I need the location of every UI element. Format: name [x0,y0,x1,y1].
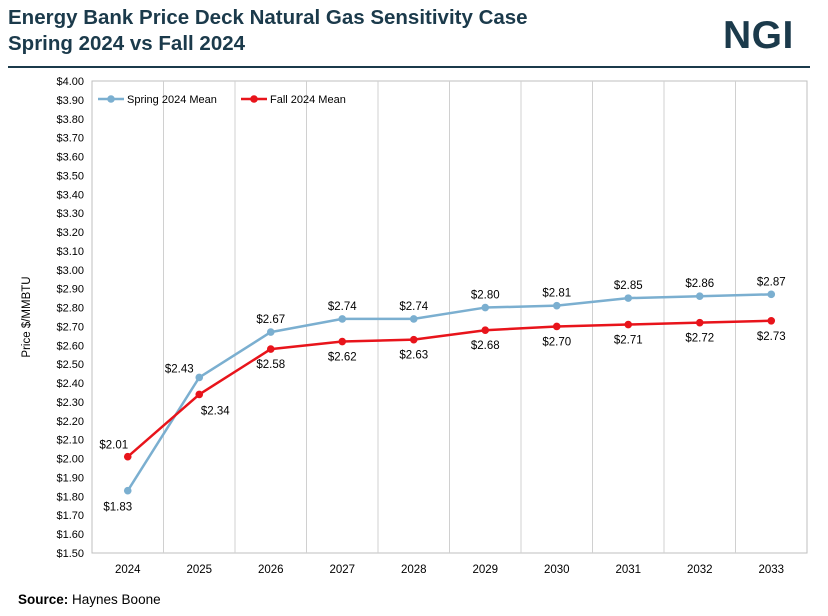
y-tick-label: $2.50 [56,359,84,371]
x-tick-label: 2029 [472,564,498,576]
data-point [123,452,132,461]
y-tick-label: $3.80 [56,114,84,126]
data-label: $2.68 [471,340,500,352]
data-point [767,316,776,325]
x-tick-label: 2031 [615,564,641,576]
data-point [695,292,704,301]
data-point [552,301,561,310]
chart-title: Energy Bank Price Deck Natural Gas Sensi… [8,5,528,57]
title-line-2: Spring 2024 vs Fall 2024 [8,32,246,55]
x-tick-label: 2033 [758,564,784,576]
series-line-spring-2024 [126,293,772,492]
data-point [338,337,347,346]
x-tick-label: 2024 [115,564,141,576]
title-line-1: Energy Bank Price Deck Natural Gas Sensi… [8,6,528,29]
data-point [624,294,633,302]
x-tick-label: 2025 [186,564,212,576]
data-point [481,303,490,312]
data-label: $2.70 [542,336,571,348]
y-tick-label: $1.80 [56,491,84,503]
y-axis-label: Price $/MMBTU [21,276,33,357]
x-tick-label: 2030 [544,564,570,576]
y-tick-label: $3.70 [56,133,84,145]
data-point [767,290,776,299]
data-label: $1.83 [103,502,132,514]
data-point [409,335,418,344]
y-tick-label: $3.90 [56,95,84,107]
y-tick-label: $1.60 [56,529,84,541]
y-tick-label: $3.10 [56,246,84,258]
y-tick-label: $1.70 [56,510,84,522]
legend-marker [107,95,115,103]
legend-label: Spring 2024 Mean [127,94,217,106]
data-label: $2.87 [757,276,786,288]
data-label: $2.67 [256,314,285,326]
legend-label: Fall 2024 Mean [270,94,346,106]
y-tick-label: $2.60 [56,340,84,352]
y-tick-label: $2.30 [56,397,84,409]
data-point [481,326,490,335]
y-tick-label: $2.20 [56,416,84,428]
y-tick-label: $3.40 [56,189,84,201]
data-point [624,320,633,329]
y-tick-label: $2.40 [56,378,84,390]
data-label: $2.62 [328,352,357,364]
x-tick-label: 2027 [329,564,355,576]
x-tick-label: 2032 [687,564,713,576]
data-label: $2.73 [757,331,786,343]
data-label: $2.81 [542,288,571,300]
y-tick-label: $3.30 [56,208,84,220]
data-label: $2.74 [399,301,428,313]
data-point [695,318,704,327]
data-point [266,345,275,353]
legend-marker [250,95,258,103]
data-label: $2.34 [201,405,230,417]
data-point [195,390,204,399]
data-point [195,373,204,382]
y-tick-label: $3.00 [56,265,84,277]
y-tick-label: $3.20 [56,227,84,239]
data-point [266,328,275,336]
y-tick-label: $2.90 [56,284,84,296]
y-tick-label: $2.80 [56,303,84,315]
data-point [123,486,132,495]
source-note: Source: Haynes Boone [18,592,161,607]
y-tick-label: $1.90 [56,472,84,484]
data-label: $2.85 [614,280,643,292]
data-label: $2.71 [614,335,643,347]
y-tick-label: $3.60 [56,152,84,164]
data-label: $2.43 [165,363,194,375]
data-label: $2.74 [328,301,357,313]
data-label: $2.01 [99,440,128,452]
data-point [409,315,418,323]
source-label: Source: [18,592,69,607]
line-chart: $1.50 $1.60 $1.70 $1.80 $1.90 $2.00 $2.10 $2.20… [21,76,808,576]
y-tick-label: $3.50 [56,170,84,182]
y-tick-label: $2.00 [56,454,84,466]
data-label: $2.80 [471,290,500,302]
x-tick-label: 2026 [258,564,284,576]
source-value: Haynes Boone [72,592,161,607]
ngi-logo: NGI [723,14,794,57]
data-label: $2.58 [256,359,285,371]
y-tick-label: $1.50 [56,548,84,560]
x-tick-label: 2028 [401,564,427,576]
data-label: $2.63 [399,350,428,362]
data-label: $2.72 [685,333,714,345]
data-point [552,322,561,331]
data-label: $2.86 [685,278,714,290]
series-line-fall-2024 [126,319,772,458]
header-divider [8,66,810,68]
y-tick-label: $2.70 [56,321,84,333]
y-tick-label: $2.10 [56,435,84,447]
y-tick-label: $4.00 [56,76,84,88]
data-point [338,315,347,323]
